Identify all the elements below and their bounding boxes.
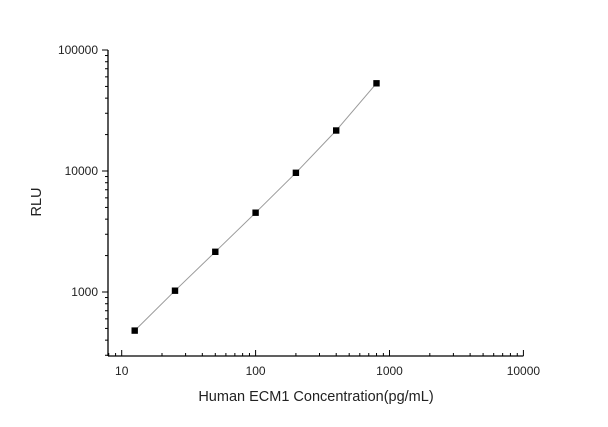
data-point-marker bbox=[252, 209, 259, 216]
x-tick-label: 1000 bbox=[376, 364, 403, 378]
x-tick-label: 100 bbox=[246, 364, 266, 378]
y-tick-label: 100000 bbox=[58, 43, 98, 57]
data-point-marker bbox=[212, 248, 219, 255]
data-point-marker bbox=[171, 287, 179, 294]
data-point-marker bbox=[373, 80, 380, 87]
axes bbox=[107, 50, 524, 357]
y-tick-label: 10000 bbox=[65, 164, 99, 178]
x-axis-ticks: 10 100 1000 10000 bbox=[108, 350, 541, 378]
x-axis-label: Human ECM1 Concentration(pg/mL) bbox=[198, 389, 433, 405]
y-axis-label: RLU bbox=[29, 187, 45, 216]
data-point-marker bbox=[333, 127, 340, 134]
y-tick-label: 1000 bbox=[71, 285, 98, 299]
y-axis-ticks: 1000 10000 100000 bbox=[58, 43, 108, 356]
data-markers bbox=[131, 80, 380, 334]
data-point-marker bbox=[131, 327, 138, 334]
x-tick-label: 10 bbox=[115, 364, 129, 378]
fit-line bbox=[134, 82, 377, 331]
x-tick-label: 10000 bbox=[507, 364, 541, 378]
data-point-marker bbox=[292, 169, 300, 176]
